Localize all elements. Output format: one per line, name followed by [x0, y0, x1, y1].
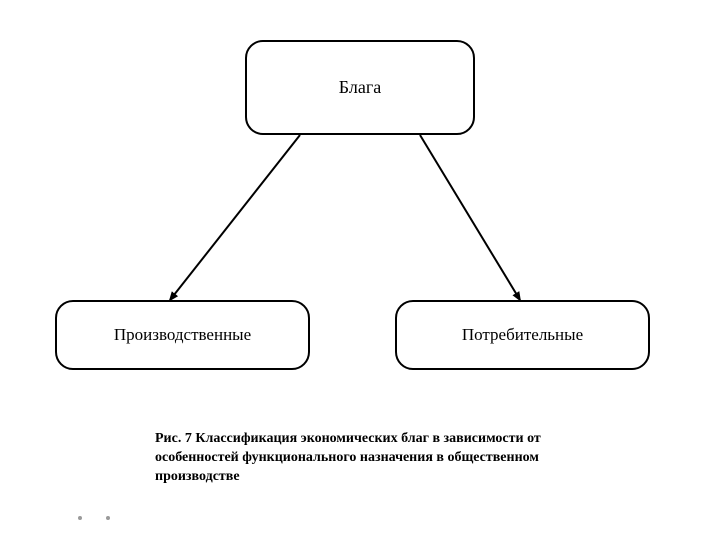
edge-root-right	[420, 135, 520, 300]
node-right-label: Потребительные	[462, 325, 583, 345]
node-root-label: Блага	[339, 77, 381, 98]
node-left: Производственные	[55, 300, 310, 370]
figure-caption: Рис. 7 Классификация экономических благ …	[155, 430, 620, 487]
figure-caption-text: Рис. 7 Классификация экономических благ …	[155, 431, 541, 484]
decorative-dot	[78, 516, 82, 520]
node-root: Блага	[245, 40, 475, 135]
node-left-label: Производственные	[114, 325, 251, 345]
decorative-dot	[106, 516, 110, 520]
node-right: Потребительные	[395, 300, 650, 370]
edge-root-left	[170, 135, 300, 300]
